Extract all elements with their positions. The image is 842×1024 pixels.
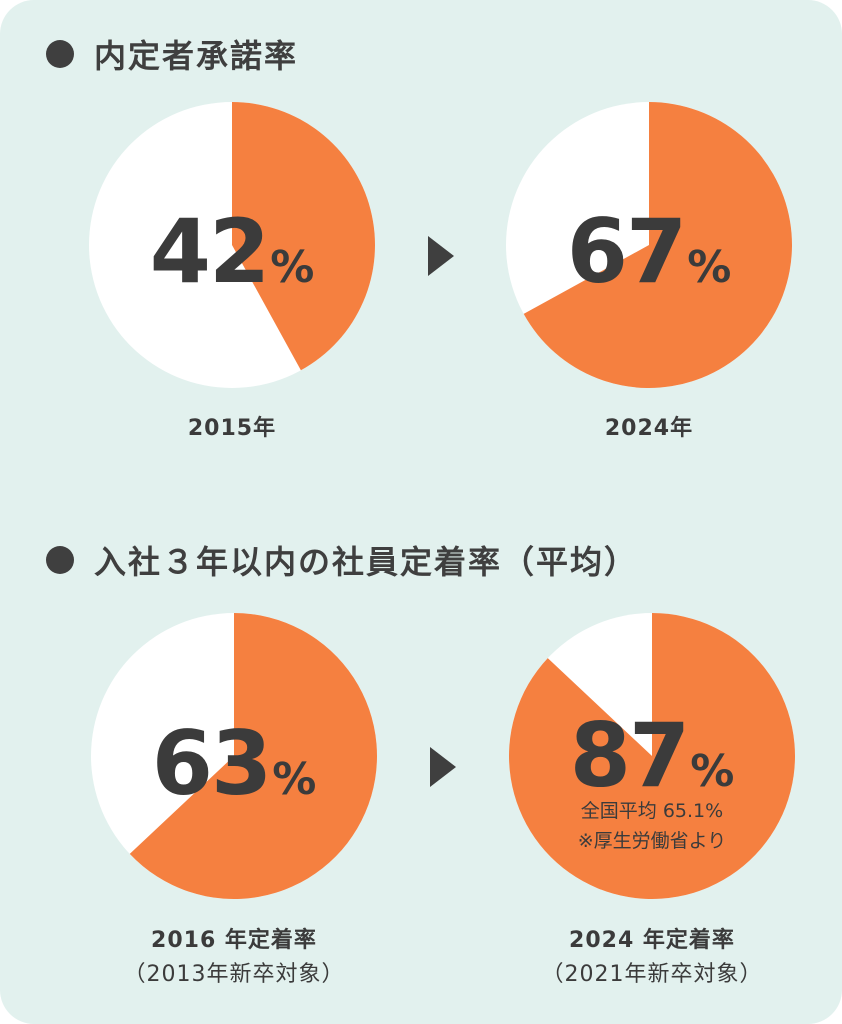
section-title-text: 入社３年以内の社員定着率（平均） [94, 543, 639, 581]
percent-label-2024: 67 % [499, 208, 799, 296]
pie-value-slice [232, 102, 375, 371]
percent-unit: % [687, 242, 732, 293]
section-title-text: 内定者承諾率 [94, 37, 299, 75]
subcaption-2024-retention: （2021年新卒対象） [541, 962, 763, 987]
percent-value: 42 [149, 200, 270, 303]
pie-2024-retention [509, 613, 796, 899]
source-note: ※厚生労働省より [577, 830, 727, 852]
percent-unit: % [690, 746, 735, 797]
pie-2024-acceptance [506, 102, 793, 388]
subcaption-2016: （2013年新卒対象） [123, 962, 345, 987]
section-title-retention: 入社３年以内の社員定着率（平均） [46, 540, 639, 581]
pie-2015 [89, 102, 375, 388]
caption-2024: 2024年 [604, 416, 694, 441]
percent-value: 67 [566, 200, 687, 303]
percent-value: 63 [151, 712, 272, 815]
percent-unit: % [270, 242, 315, 293]
percent-label-2015: 42 % [82, 208, 382, 296]
triangle-right-icon [428, 236, 454, 276]
percent-value: 87 [569, 704, 690, 807]
caption-2024-retention: 2024 年定着率 [569, 928, 735, 953]
caption-2016: 2016 年定着率 [151, 928, 317, 953]
circle-bullet-icon [46, 40, 74, 68]
circle-bullet-icon [46, 546, 74, 574]
pie-value-slice [129, 613, 378, 899]
section-title-acceptance: 内定者承諾率 [46, 34, 299, 75]
percent-unit: % [272, 754, 317, 805]
pie-value-slice [509, 613, 796, 899]
caption-2015: 2015年 [187, 416, 277, 441]
national-average-note: 全国平均 65.1% [580, 800, 724, 822]
pie-2016-retention [91, 613, 378, 899]
percent-label-2024-retention: 87 % [502, 712, 802, 800]
pie-value-slice [523, 102, 793, 388]
triangle-right-icon [430, 747, 456, 787]
percent-label-2016: 63 % [84, 720, 384, 808]
